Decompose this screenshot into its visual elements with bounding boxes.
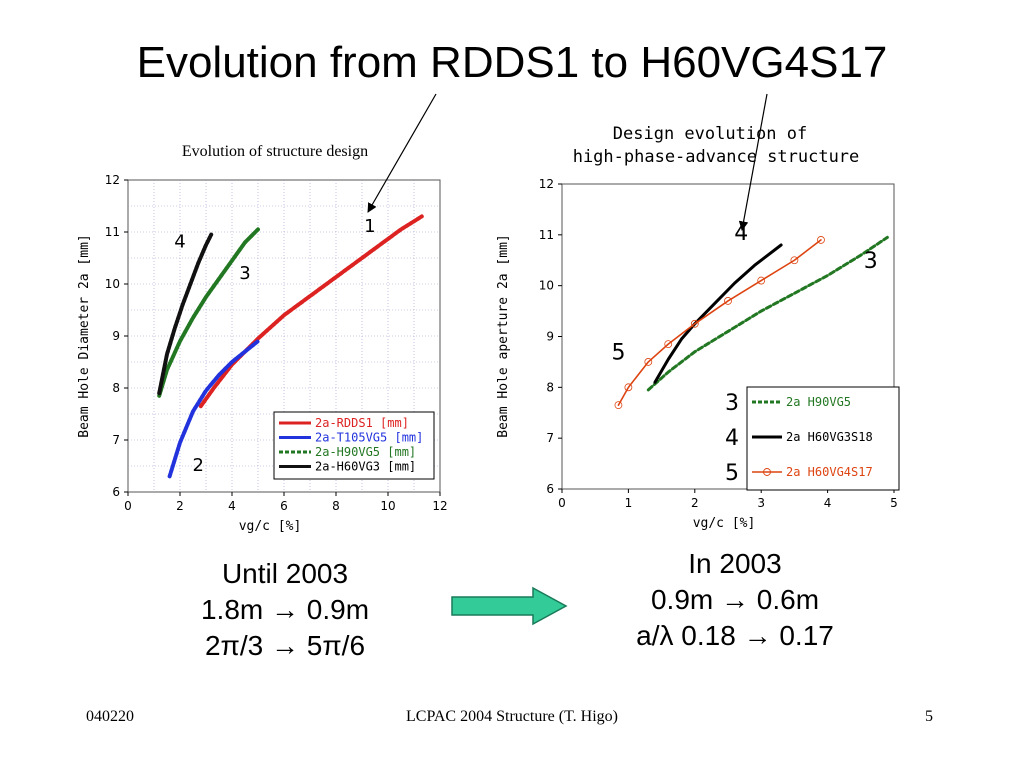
right-legend-marker	[763, 468, 771, 476]
right-series-point	[724, 297, 732, 305]
right-x-tick-label: 0	[558, 496, 566, 510]
left-x-tick-label: 12	[432, 499, 447, 513]
right-legend-label: 2a H60VG3S18	[786, 430, 873, 444]
right-series-point	[690, 319, 699, 328]
left-annotation-label: 3	[239, 263, 250, 284]
right-annotation-label: 5	[611, 340, 625, 365]
right-x-tick-label: 5	[890, 496, 898, 510]
left-y-tick-label: 12	[105, 173, 120, 187]
left-legend-label: 2a-T105VG5 [mm]	[315, 431, 423, 445]
left-series-line-1	[198, 214, 424, 409]
left-chart-title: Evolution of structure design	[182, 143, 368, 160]
right-series-point	[817, 236, 825, 244]
right-series-point	[757, 276, 766, 285]
right-x-tick-label: 1	[625, 496, 633, 510]
left-y-axis-label: Beam Hole Diameter 2a [mm]	[77, 234, 92, 438]
right-y-tick-label: 11	[539, 228, 554, 242]
right-series-point	[614, 401, 623, 410]
left-series-line-3	[157, 227, 260, 398]
title-pointer-arrow-right	[738, 93, 768, 231]
left-series-line-4	[157, 232, 214, 396]
left-summary-line3: 2π/3 → 5π/6	[204, 630, 366, 661]
right-x-tick-label: 2	[691, 496, 699, 510]
left-x-tick-label: 8	[332, 499, 340, 513]
right-series-point	[644, 358, 653, 366]
right-series-group	[614, 235, 889, 410]
right-legend-numbers: 3 4 5	[725, 391, 739, 486]
right-summary-line3: a/λ 0.18 → 0.17	[636, 620, 834, 651]
footer-center: LCPAC 2004 Structure (T. Higo)	[406, 708, 618, 725]
left-x-tick-label: 4	[228, 499, 236, 513]
left-summary-line2: 1.8m → 0.9m	[200, 594, 370, 625]
left-y-tick-label: 7	[112, 433, 120, 447]
right-chart-title-line2: high-phase-advance structure	[573, 147, 860, 167]
right-x-tick-label: 4	[824, 496, 832, 510]
right-series-line-2	[653, 243, 783, 384]
right-chart: Design evolution of high-phase-advance s…	[496, 124, 900, 531]
right-summary: In 2003 0.9m → 0.6m a/λ 0.18 → 0.17	[585, 546, 885, 654]
left-annotation-label: 2	[192, 455, 203, 476]
right-legend-number: 5	[725, 461, 739, 486]
left-annotation-label: 4	[174, 232, 185, 253]
footer-page-number: 5	[925, 708, 933, 725]
right-series-point	[790, 256, 799, 265]
left-y-tick-label: 9	[112, 329, 120, 343]
left-x-tick-label: 10	[380, 499, 395, 513]
right-legend-label: 2a H90VG5	[786, 395, 851, 409]
right-y-tick-label: 7	[546, 431, 554, 445]
left-legend-label: 2a-H60VG3 [mm]	[315, 460, 416, 474]
right-x-tick-label: 3	[757, 496, 765, 510]
right-y-tick-label: 9	[546, 330, 554, 344]
left-chart: Evolution of structure design 0 2 4 6 8 10 126…	[77, 143, 448, 534]
left-x-tick-label: 2	[176, 499, 184, 513]
slide-title: Evolution from RDDS1 to H60VG4S17	[136, 38, 888, 87]
right-y-tick-label: 8	[546, 380, 554, 394]
right-y-tick-label: 6	[546, 482, 554, 496]
right-series-point	[664, 340, 673, 349]
right-series-line-3	[617, 239, 822, 406]
right-chart-title-line1: Design evolution of	[613, 124, 807, 144]
right-series-line-1	[646, 235, 889, 392]
left-annotation-label: 1	[364, 216, 375, 237]
right-legend-number: 3	[725, 391, 739, 416]
right-legend: 2a H90VG5 2a H60VG3S18 2a H60VG4S17	[746, 386, 900, 491]
left-summary: Until 2003 1.8m → 0.9m 2π/3 → 5π/6	[140, 556, 430, 664]
left-y-tick-label: 10	[105, 277, 120, 291]
right-y-tick-label: 12	[539, 177, 554, 191]
left-y-tick-label: 8	[112, 381, 120, 395]
left-x-tick-label: 0	[124, 499, 132, 513]
left-y-tick-label: 6	[112, 485, 120, 499]
left-legend-label: 2a-H90VG5 [mm]	[315, 445, 416, 459]
right-series-point	[624, 383, 633, 392]
title-pointer-arrow-left	[367, 93, 437, 213]
left-series-group	[157, 214, 424, 479]
right-summary-line1: In 2003	[688, 548, 782, 579]
right-legend-label: 2a H60VG4S17	[786, 465, 873, 479]
left-series-line-2	[167, 339, 260, 479]
left-legend: 2a-RDDS1 [mm]2a-T105VG5 [mm]2a-H90VG5 [m…	[273, 411, 435, 480]
right-y-axis-label: Beam Hole aperture 2a [mm]	[496, 234, 511, 438]
left-y-tick-label: 11	[105, 225, 120, 239]
right-legend-number: 4	[725, 426, 739, 451]
footer-date: 040220	[86, 708, 134, 725]
right-annotation-label: 3	[864, 249, 878, 274]
transition-arrow	[451, 586, 568, 626]
left-x-axis-label: vg/c [%]	[239, 519, 302, 534]
left-annotations: 1 2 3 4	[174, 216, 375, 476]
right-annotation-label: 4	[734, 221, 748, 246]
left-legend-label: 2a-RDDS1 [mm]	[315, 416, 409, 430]
right-y-tick-label: 10	[539, 279, 554, 293]
left-summary-line1: Until 2003	[221, 558, 349, 589]
right-x-axis-label: vg/c [%]	[693, 516, 756, 531]
left-x-tick-label: 6	[280, 499, 288, 513]
right-summary-line2: 0.9m → 0.6m	[650, 584, 820, 615]
